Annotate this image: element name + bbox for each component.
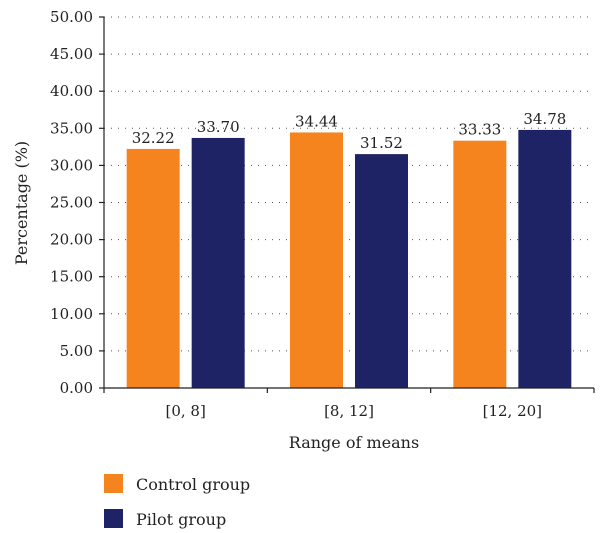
bar-control-0 <box>126 148 180 388</box>
y-tick-label: 20.00 <box>50 231 93 249</box>
data-labels: 32.22 33.70 34.44 31.52 33.33 34.78 <box>132 110 567 152</box>
legend-swatch-control <box>104 474 123 493</box>
y-tick-label: 5.00 <box>60 342 93 360</box>
legend-swatch-pilot <box>104 509 123 528</box>
data-label: 32.22 <box>132 129 175 147</box>
y-tick-label: 15.00 <box>50 268 93 286</box>
legend-label-pilot: Pilot group <box>136 510 226 529</box>
x-axis-title: Range of means <box>289 433 419 452</box>
gridlines <box>104 16 594 352</box>
bar-pilot-1 <box>355 154 408 388</box>
data-label: 34.44 <box>295 112 338 130</box>
y-tick-label: 35.00 <box>50 119 93 137</box>
bar-pilot-2 <box>518 129 572 388</box>
y-tick-label: 10.00 <box>50 305 93 323</box>
axes: 0.00 5.00 10.00 15.00 20.00 25.00 30.00 35.00 40… <box>50 8 595 420</box>
bar-pilot-0 <box>191 137 245 388</box>
data-label: 31.52 <box>360 134 403 152</box>
y-axis-title: Percentage (%) <box>12 141 31 265</box>
x-tick-label: [0, 8] <box>166 402 206 420</box>
bar-control-1 <box>290 132 343 388</box>
x-tick-label: [8, 12] <box>324 402 374 420</box>
legend: Control group Pilot group <box>104 474 250 529</box>
x-tick-label: [12, 20] <box>483 402 542 420</box>
data-label: 33.70 <box>197 118 240 136</box>
data-label: 33.33 <box>458 121 501 139</box>
data-label: 34.78 <box>523 110 566 128</box>
y-tick-label: 40.00 <box>50 82 93 100</box>
y-tick-label: 50.00 <box>50 8 93 26</box>
bars <box>126 129 572 388</box>
y-tick-label: 0.00 <box>60 379 93 397</box>
y-tick-label: 25.00 <box>50 194 93 212</box>
bar-control-2 <box>453 140 507 388</box>
y-tick-label: 30.00 <box>50 156 93 174</box>
legend-label-control: Control group <box>136 475 250 494</box>
y-tick-label: 45.00 <box>50 45 93 63</box>
